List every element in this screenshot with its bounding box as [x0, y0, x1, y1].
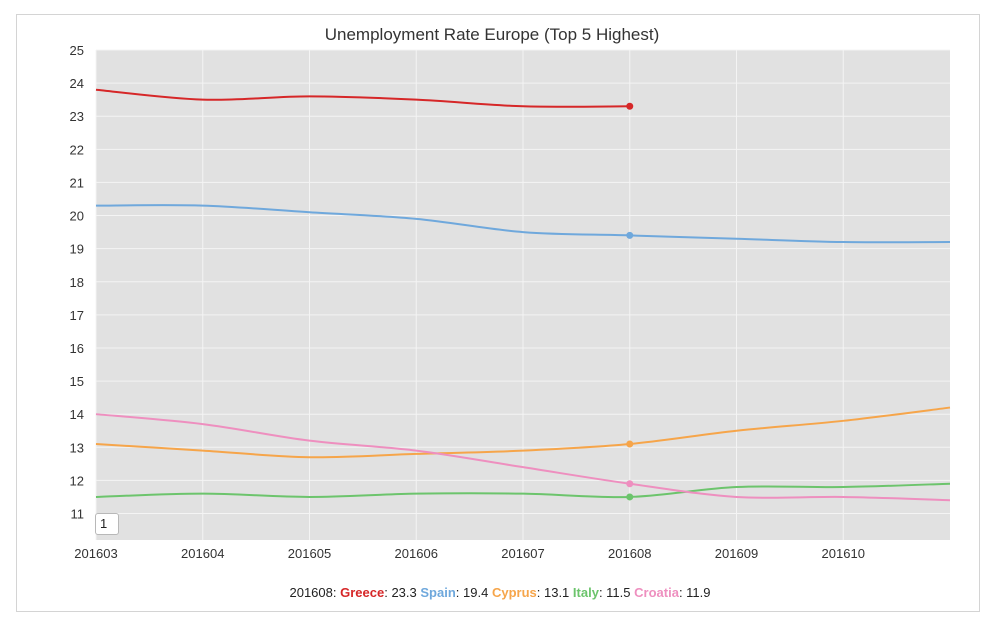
- x-tick-label: 201603: [74, 546, 117, 561]
- y-tick-label: 23: [70, 109, 84, 124]
- x-tick-label: 201609: [715, 546, 758, 561]
- y-tick-label: 25: [70, 43, 84, 58]
- y-tick-label: 22: [70, 142, 84, 157]
- series-line-greece: [95, 88, 630, 108]
- highlight-readout: 201608: Greece: 23.3 Spain: 19.4 Cyprus:…: [289, 585, 711, 600]
- x-tick-label: 201608: [608, 546, 651, 561]
- y-tick-label: 20: [70, 209, 84, 224]
- series-lines: [95, 88, 951, 502]
- y-tick-label: 13: [70, 440, 84, 455]
- x-tick-label: 201606: [395, 546, 438, 561]
- y-tick-label: 19: [70, 242, 84, 257]
- readout-series-value: 13.1: [543, 585, 570, 600]
- y-tick-label: 11: [71, 507, 85, 522]
- readout-series-value: 11.5: [606, 585, 631, 600]
- readout-series-name: Spain: [420, 585, 456, 600]
- y-tick-label: 17: [70, 308, 84, 323]
- y-tick-label: 12: [70, 473, 84, 488]
- point-italy-201608: [626, 493, 634, 501]
- series-line-cyprus: [95, 406, 951, 459]
- readout-series-name: Italy: [572, 585, 599, 600]
- x-tick-label: 201605: [288, 546, 331, 561]
- y-tick-label: 18: [70, 275, 84, 290]
- gridlines: [95, 49, 950, 540]
- readout-series-name: Croatia: [634, 585, 679, 600]
- point-cyprus-201608: [626, 440, 634, 448]
- x-tick-label: 201610: [822, 546, 865, 561]
- x-axis-ticks: 201603 201604 201605 201606 201607 201608 2016…: [74, 546, 865, 561]
- y-tick-label: 16: [70, 341, 84, 356]
- y-tick-label: 24: [70, 76, 84, 91]
- readout-series-name: Cyprus: [491, 585, 537, 600]
- readout-series-name: Greece: [340, 585, 385, 600]
- y-tick-label: 15: [70, 374, 84, 389]
- series-line-spain: [95, 204, 951, 244]
- y-tick-label: 21: [70, 175, 84, 190]
- point-croatia-201608: [626, 480, 634, 488]
- readout-series-value: 23.3: [391, 585, 417, 600]
- range-selector-input[interactable]: 1: [95, 513, 119, 535]
- readout-series-value: 11.9: [686, 585, 711, 600]
- series-line-italy: [95, 482, 951, 499]
- highlight-markers: [626, 102, 634, 501]
- chart-title: Unemployment Rate Europe (Top 5 Highest): [325, 25, 660, 44]
- x-tick-label: 201607: [501, 546, 544, 561]
- readout-period: 201608: [289, 585, 333, 600]
- y-tick-label: 14: [70, 407, 84, 422]
- point-spain-201608: [626, 231, 634, 239]
- readout-series-value: 19.4: [463, 585, 489, 600]
- x-tick-label: 201604: [181, 546, 224, 561]
- series-line-croatia: [95, 413, 951, 502]
- point-greece-201608: [626, 102, 634, 110]
- y-axis-ticks: 11 12 13 14 15 16 17 18 19 20 21 22 23 24 25: [70, 43, 84, 522]
